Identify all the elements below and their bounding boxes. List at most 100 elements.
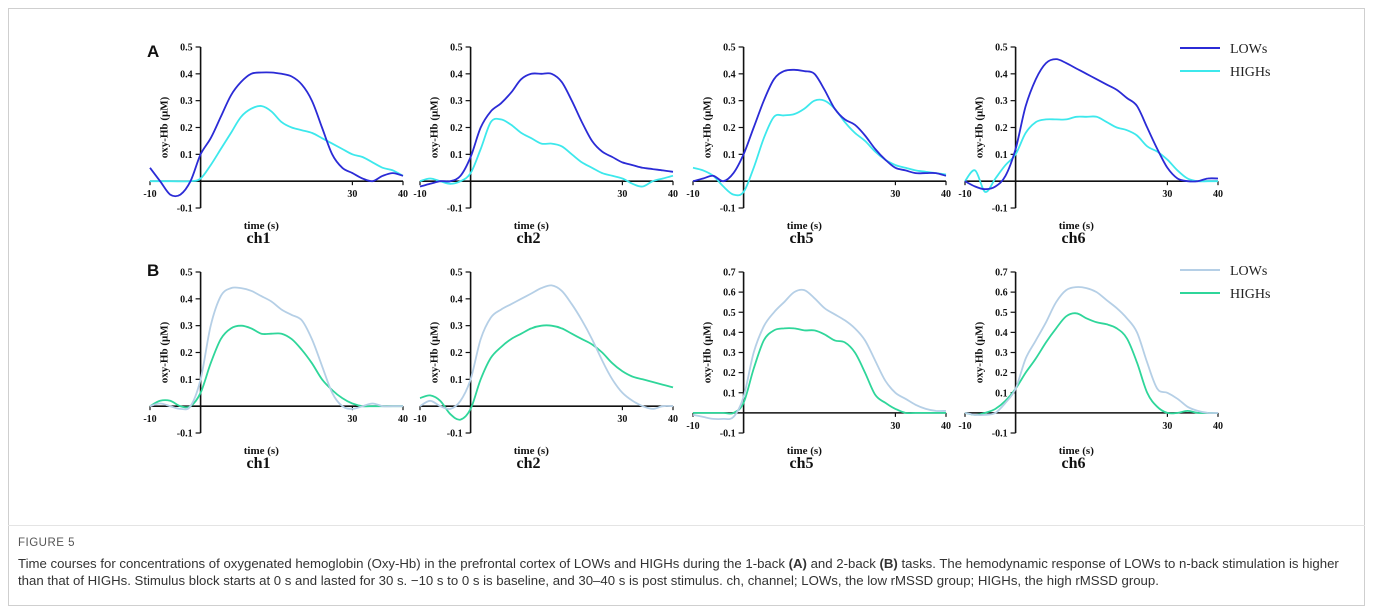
panel-b-ch6-x-tick-label: 30 [1162,421,1172,432]
panel-a-ch1-x-tick-label: 30 [347,189,357,200]
panel-b-ch1-y-axis-title: oxy-Hb (μM) [159,321,171,383]
panel-label-b: B [147,261,159,280]
figure-caption: Time courses for concentrations of oxyge… [18,555,1348,589]
panel-a-ch1-y-tick-label: 0.4 [180,69,193,80]
panel-a-ch5-y-axis-title: oxy-Hb (μM) [702,96,714,158]
panel-b-ch5-y-tick-label: 0.3 [723,348,736,359]
legend-b-highs-label: HIGHs [1230,287,1270,302]
panel-b-ch1-x-axis-title: time (s) [244,445,279,457]
panel-b-ch6-series-highs-line [964,312,1219,416]
caption-part-1: Time courses for concentrations of oxyge… [18,556,789,571]
panel-a-ch1-y-tick-label: 0.3 [180,96,193,107]
panel-b-ch1-x-tick-label: 40 [398,414,408,425]
panel-b-ch5-series-lows-line [692,288,947,421]
panel-b-ch6-y-tick-label: 0.2 [995,368,1008,379]
panel-b-ch5-y-tick-label: 0.2 [723,368,736,379]
panel-b-ch1-title: ch1 [247,455,271,472]
panel-b-ch6-y-tick-label: -0.1 [992,429,1008,440]
panel-a-ch2-x-tick-label: -10 [413,189,426,200]
caption-part-2: and 2-back [806,556,880,571]
panel-b-ch2-y-tick-label: -0.1 [447,429,463,440]
legend-a-highs-label: HIGHs [1230,65,1270,80]
panel-b-ch2-y-tick-label: 0.2 [450,348,463,359]
panel-a-ch6-title: ch6 [1062,230,1086,247]
figure-label: FIGURE 5 [18,537,76,549]
panel-a-ch6-y-tick-label: 0.3 [995,96,1008,107]
panel-b-ch2-y-tick-label: 0.3 [450,321,463,332]
panel-a-ch5-title: ch5 [790,230,814,247]
panel-a-ch6-y-tick-label: 0.1 [995,150,1008,161]
panel-a-ch5-x-tick-label: -10 [686,189,699,200]
panel-a-ch6-x-tick-label: 40 [1213,189,1223,200]
panel-a-ch5-x-tick-label: 40 [941,189,951,200]
panel-a-ch2-series-lows-line [419,72,674,188]
panel-a-ch2-y-tick-label: 0.5 [450,43,463,54]
panel-b-ch2-y-tick-label: 0.5 [450,268,463,279]
panel-b-ch5-x-tick-label: 40 [941,421,951,432]
panel-b-ch5-series-highs-line [692,327,947,415]
panel-a-ch1-x-tick-label: -10 [143,189,156,200]
caption-part-3: tasks. The hemodynamic response of LOWs … [18,556,1339,588]
panel-b-ch2-y-tick-label: 0.1 [450,375,463,386]
figure-5-chart-grid: A B -0.1 0.1 0.2 0.3 0.4 0.5 -10 30 40 time (s) ox… [143,42,1270,472]
panel-a-ch6-y-tick-label: 0.4 [995,69,1008,80]
panel-a-ch5-y-tick-label: 0.5 [723,43,736,54]
caption-divider [8,525,1365,526]
panel-a-ch2-y-axis-title: oxy-Hb (μM) [429,96,441,158]
panel-b-ch6-y-tick-label: 0.3 [995,348,1008,359]
panel-b-ch1-x-tick-label: -10 [143,414,156,425]
panel-b-ch2-title: ch2 [517,455,541,472]
panel-a-ch2-y-tick-label: 0.1 [450,150,463,161]
panel-a-ch5-x-axis-title: time (s) [787,220,822,232]
panel-b-ch2-x-axis-title: time (s) [514,445,549,457]
panel-a-ch5-series-lows-line [692,68,947,183]
panel-a-ch5-y-tick-label: -0.1 [720,204,736,215]
panel-b-ch6-x-tick-label: -10 [958,421,971,432]
panel-b-ch5-y-tick-label: 0.4 [723,328,736,339]
panel-a-ch1-y-tick-label: 0.2 [180,123,193,134]
panel-b-ch6-y-tick-label: 0.6 [995,288,1008,299]
panel-a-ch2-y-tick-label: -0.1 [447,204,463,215]
panel-b-ch2-x-tick-label: -10 [413,414,426,425]
panel-a-ch2-y-tick-label: 0.3 [450,96,463,107]
panel-b-ch1-y-tick-label: 0.2 [180,348,193,359]
panel-b-ch1-x-tick-label: 30 [347,414,357,425]
panel-a-ch5-series-highs-line [692,98,947,197]
panel-b-ch6-y-axis-title: oxy-Hb (μM) [974,321,986,383]
panel-b-ch5-x-axis-title: time (s) [787,445,822,457]
panel-a-ch2-x-tick-label: 40 [668,189,678,200]
panel-label-a: A [147,42,159,61]
panel-b-ch2-series-highs-line [419,324,674,421]
panel-b-ch6-title: ch6 [1062,455,1086,472]
panel-a-ch1-y-axis-title: oxy-Hb (μM) [159,96,171,158]
panel-b-ch5-x-tick-label: -10 [686,421,699,432]
legend-b-lows-label: LOWs [1230,264,1267,279]
panel-a-ch6-series-highs-line [964,115,1218,193]
panel-a-ch6-x-tick-label: 30 [1162,189,1172,200]
panel-b-ch2-y-axis-title: oxy-Hb (μM) [429,321,441,383]
panel-a-ch6-y-tick-label: -0.1 [992,204,1008,215]
panel-b-ch5-title: ch5 [790,455,814,472]
panel-b-ch6-x-tick-label: 40 [1213,421,1223,432]
panel-a-ch5-y-tick-label: 0.3 [723,96,736,107]
panel-a-ch6-y-tick-label: 0.2 [995,123,1008,134]
panel-b-ch2-y-tick-label: 0.4 [450,294,463,305]
panel-a-ch1-x-tick-label: 40 [398,189,408,200]
panel-a-ch1-y-tick-label: -0.1 [177,204,193,215]
panel-a-ch2-title: ch2 [517,230,541,247]
panel-b-ch1-y-tick-label: 0.1 [180,375,193,386]
panel-b-ch1-y-tick-label: -0.1 [177,429,193,440]
panel-a-ch2-x-tick-label: 30 [617,189,627,200]
panel-b-ch1-series-highs-line [149,324,403,409]
panel-b-ch6-y-tick-label: 0.4 [995,328,1008,339]
panel-b-ch6-y-tick-label: 0.1 [995,388,1008,399]
panel-b-ch6-series-lows-line [964,286,1219,417]
caption-tag-a: (A) [788,556,807,571]
panel-a-ch5-x-tick-label: 30 [890,189,900,200]
panel-a-ch2-y-tick-label: 0.2 [450,123,463,134]
panel-a-ch1-x-axis-title: time (s) [244,220,279,232]
panel-b-ch1-y-tick-label: 0.4 [180,294,193,305]
panel-a-ch2-series-highs-line [419,117,674,188]
panel-b-ch2-series-lows-line [419,284,674,410]
panel-b-ch1-y-tick-label: 0.5 [180,268,193,279]
